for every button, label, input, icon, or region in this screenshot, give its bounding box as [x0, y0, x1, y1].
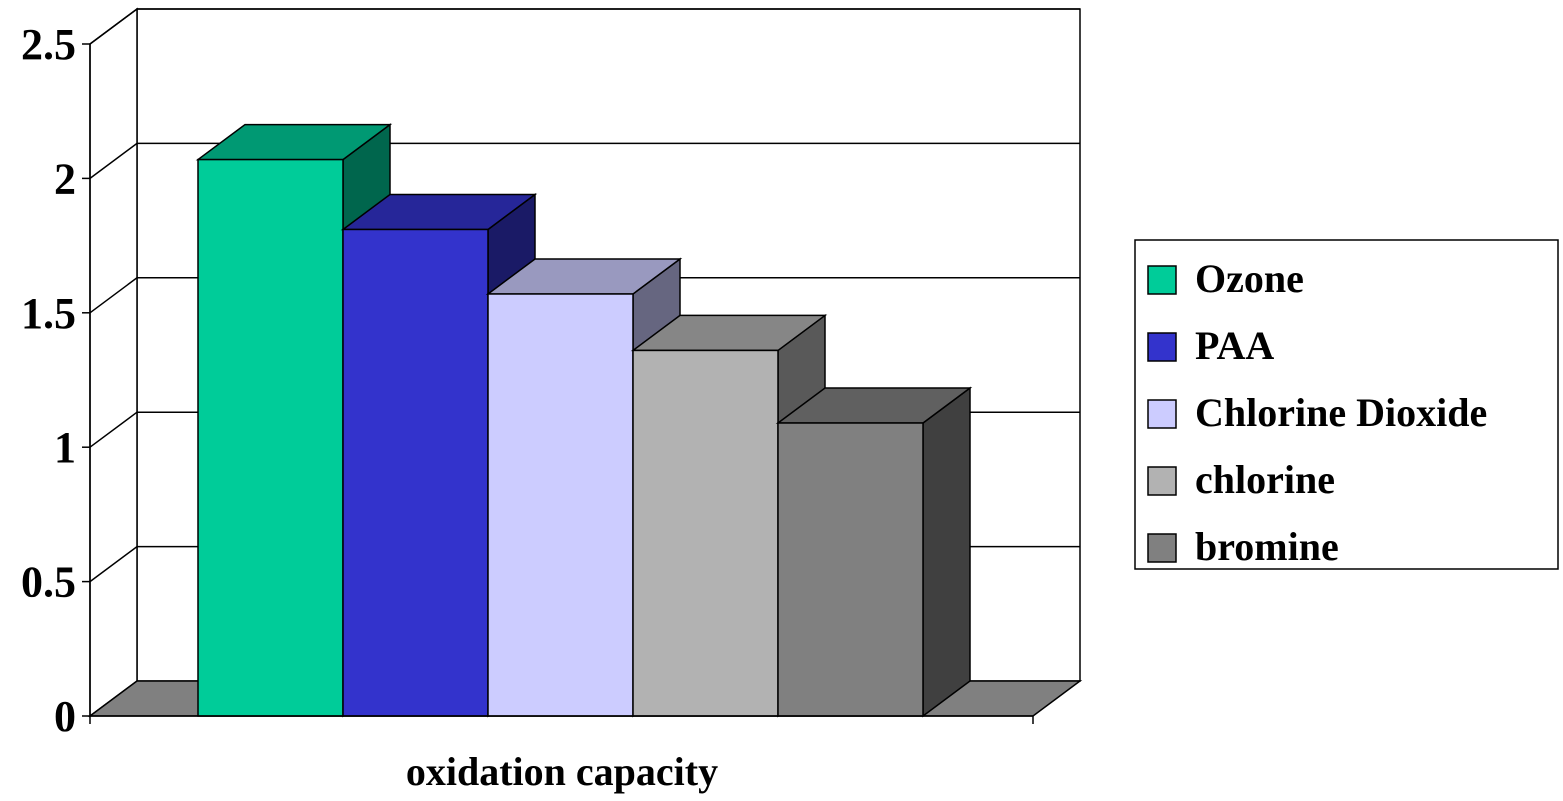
- legend: Ozone PAA Chlorine Dioxide chlorine bromine: [1135, 240, 1558, 569]
- legend-swatch: [1148, 534, 1176, 562]
- legend-swatch: [1148, 266, 1176, 294]
- legend-item: Chlorine Dioxide: [1148, 390, 1487, 435]
- legend-swatch: [1148, 400, 1176, 428]
- y-tick-label: 0: [54, 692, 76, 741]
- side-wall: [90, 9, 137, 716]
- y-tick-label: 1.5: [21, 289, 76, 338]
- legend-label: Chlorine Dioxide: [1195, 390, 1487, 435]
- x-axis-label: oxidation capacity: [406, 749, 718, 794]
- legend-swatch: [1148, 467, 1176, 495]
- bar-side-face: [923, 388, 970, 716]
- legend-swatch: [1148, 333, 1176, 361]
- legend-label: bromine: [1195, 524, 1339, 569]
- legend-label: PAA: [1195, 323, 1274, 368]
- bar-bromine: [778, 388, 970, 716]
- bar-front-face: [488, 294, 633, 716]
- legend-label: Ozone: [1195, 256, 1304, 301]
- bar-front-face: [343, 229, 488, 716]
- bar-front-face: [633, 350, 778, 716]
- y-tick-label: 1: [54, 423, 76, 472]
- y-tick-label: 2.5: [21, 20, 76, 69]
- y-tick-label: 2: [54, 154, 76, 203]
- y-tick-labels: 0 0.5 1 1.5 2 2.5: [21, 20, 76, 741]
- y-tick-label: 0.5: [21, 558, 76, 607]
- bar-front-face: [198, 160, 343, 716]
- bar-front-face: [778, 423, 923, 716]
- legend-label: chlorine: [1195, 457, 1335, 502]
